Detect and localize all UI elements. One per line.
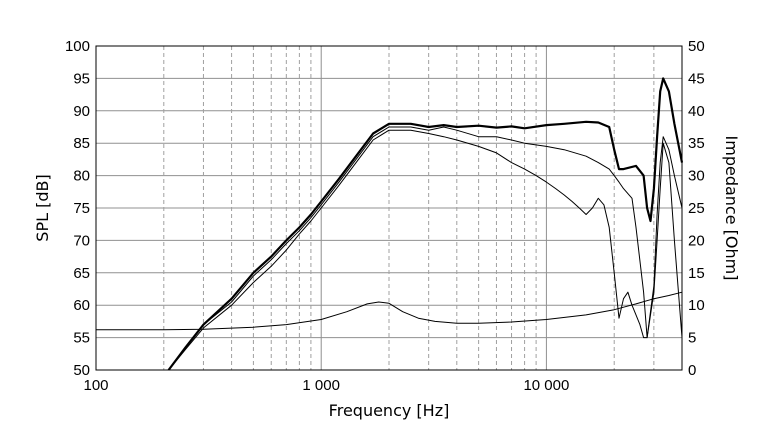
y-tick-label: 65 bbox=[73, 265, 90, 282]
y2-tick-label: 25 bbox=[688, 200, 705, 217]
y-tick-label: 95 bbox=[73, 70, 90, 87]
y-tick-label: 70 bbox=[73, 232, 90, 249]
y-tick-label: 75 bbox=[73, 200, 90, 217]
x-tick-label: 10 000 bbox=[523, 377, 569, 394]
y2-tick-label: 45 bbox=[688, 70, 705, 87]
y-tick-label: 100 bbox=[65, 38, 90, 55]
y-axis-title: SPL [dB] bbox=[33, 174, 52, 241]
y-tick-label: 80 bbox=[73, 168, 90, 185]
y2-axis-title: Impedance [Ohm] bbox=[722, 136, 741, 281]
y2-tick-label: 5 bbox=[688, 330, 696, 347]
y2-tick-label: 35 bbox=[688, 135, 705, 152]
tick-labels: 50 55 60 65 70 75 80 85 90 95 100 0 5 10 15 20 25 30 35 40 4… bbox=[65, 38, 705, 394]
x-axis-title: Frequency [Hz] bbox=[329, 401, 450, 420]
plot-frame bbox=[95, 45, 683, 371]
y-tick-label: 60 bbox=[73, 297, 90, 314]
series-layer bbox=[96, 77, 684, 371]
y2-tick-label: 20 bbox=[688, 232, 705, 249]
y2-tick-label: 10 bbox=[688, 297, 705, 314]
y-tick-label: 50 bbox=[73, 362, 90, 379]
spl-series-line-1 bbox=[167, 77, 684, 371]
y2-tick-label: 30 bbox=[688, 168, 705, 185]
y-tick-label: 85 bbox=[73, 135, 90, 152]
impedance-series-line-4 bbox=[96, 291, 683, 331]
x-tick-label: 1 000 bbox=[302, 377, 340, 394]
y2-tick-label: 0 bbox=[688, 362, 696, 379]
y2-tick-label: 50 bbox=[688, 38, 705, 55]
spl-series-line-3 bbox=[168, 129, 683, 371]
y2-tick-label: 40 bbox=[688, 103, 705, 120]
x-tick-label: 100 bbox=[83, 377, 108, 394]
grid bbox=[96, 46, 682, 370]
y2-tick-label: 15 bbox=[688, 265, 705, 282]
y-tick-label: 55 bbox=[73, 330, 90, 347]
y-tick-label: 90 bbox=[73, 103, 90, 120]
